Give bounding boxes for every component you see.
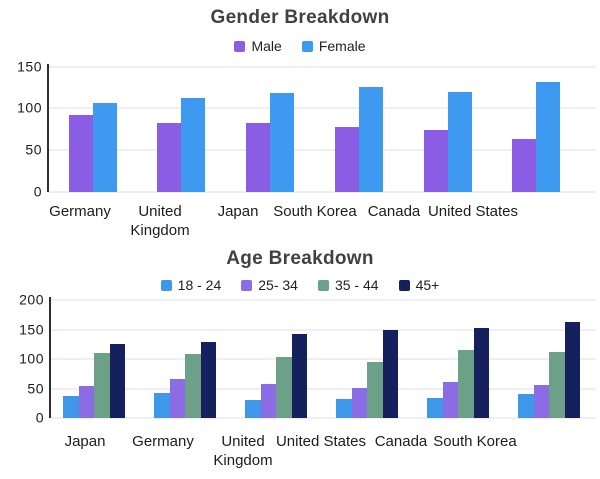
x-axis-label-canada: Canada [367,203,421,220]
legend-item-35-44: 35 - 44 [317,277,379,293]
bar-35-44-japan [94,353,110,418]
gridline-0 [48,191,596,193]
x-axis-label-japan: Japan [217,203,259,220]
y-axis-tick-150: 150 [19,320,44,337]
y-axis-tick-0: 0 [33,183,42,200]
bar-25-34-germany [169,379,185,418]
legend-swatch-female [301,40,313,52]
legend-swatch-45 [398,279,410,291]
gridline-150 [50,328,596,331]
x-axis-label-united-states: United States [427,203,519,220]
bar-female-united-states [536,81,561,192]
x-axis-label-south-korea: South Korea [433,433,517,450]
x-axis-label-japan: Japan [64,433,106,450]
legend-swatch-male [234,40,246,52]
legend-label: 35 - 44 [334,277,379,293]
bar-45-canada [473,328,489,418]
gridline-200 [50,299,596,301]
x-axis-label-germany: Germany [49,203,111,220]
bar-25-34-canada [442,382,458,418]
legend-label: 18 - 24 [177,277,222,293]
bar-male-germany [68,115,93,192]
bar-45-japan [109,343,125,418]
legend-swatch-18-24 [160,279,172,291]
bar-male-united-kingdom [157,122,182,192]
bar-45-united-kingdom [291,334,307,418]
bar-18-24-canada [427,397,443,418]
legend-item-25-34: 25- 34 [241,277,298,293]
bar-35-44-germany [185,354,201,418]
bar-18-24-united-states [336,399,352,418]
bar-male-south-korea [334,126,359,192]
x-axis-label-south-korea: South Korea [273,203,357,220]
legend-item-female: Female [301,38,366,54]
bar-female-united-kingdom [181,98,206,192]
y-axis-tick-200: 200 [19,291,44,308]
x-axis-label-united-kingdom: United Kingdom [130,203,190,239]
x-axis-label-united-kingdom: United Kingdom [213,433,273,469]
y-axis-tick-150: 150 [17,58,42,75]
bar-45-united-states [382,330,398,418]
bar-35-44-united-kingdom [276,357,292,418]
gridline-100 [50,358,596,360]
bar-female-south-korea [358,86,383,192]
gridline-50 [50,387,596,390]
x-axis-label-canada: Canada [374,433,428,450]
bar-18-24-south-korea [518,394,534,418]
gridline-50 [48,149,596,152]
y-axis-tick-50: 50 [25,141,42,158]
bar-35-44-canada [458,349,474,418]
gender-chart-title: Gender Breakdown [210,7,390,28]
legend-item-45: 45+ [398,277,440,293]
gridline-0 [50,417,596,419]
bar-25-34-japan [78,386,94,418]
x-axis-label-united-states: United States [275,433,367,450]
bar-18-24-germany [154,393,170,418]
age-chart-title: Age Breakdown [226,248,374,269]
bar-18-24-japan [63,395,79,418]
bar-25-34-united-kingdom [260,383,276,418]
gridline-100 [48,107,596,110]
legend-label: 45+ [415,277,440,293]
bar-25-34-south-korea [533,384,549,418]
bar-45-south-korea [564,321,580,418]
bar-18-24-united-kingdom [245,400,261,418]
legend-label: Female [318,38,366,54]
y-axis-line [48,297,51,418]
gridline-150 [48,65,596,68]
x-axis-label-germany: Germany [132,433,194,450]
bar-45-germany [200,342,216,418]
legend-item-18-24: 18 - 24 [160,277,222,293]
y-axis-line [46,64,49,192]
gender-chart-legend: Male Female [0,37,600,55]
bar-male-united-states [512,139,537,192]
legend-label: Male [251,38,282,54]
bar-male-japan [246,123,271,192]
bar-male-canada [423,130,448,192]
y-axis-tick-0: 0 [35,409,44,426]
legend-swatch-35-44 [317,279,329,291]
legend-label: 25- 34 [258,277,298,293]
bar-female-germany [92,103,117,192]
y-axis-tick-50: 50 [27,379,44,396]
age-chart-legend: 18 - 24 25- 34 35 - 44 45+ [0,276,600,294]
legend-swatch-25-34 [241,279,253,291]
bar-35-44-united-states [367,361,383,418]
y-axis-tick-100: 100 [17,99,42,116]
bar-25-34-united-states [351,387,367,418]
bar-female-canada [447,91,472,192]
legend-item-male: Male [234,38,282,54]
bar-35-44-south-korea [549,351,565,418]
bar-female-japan [270,93,295,192]
y-axis-tick-100: 100 [19,350,44,367]
